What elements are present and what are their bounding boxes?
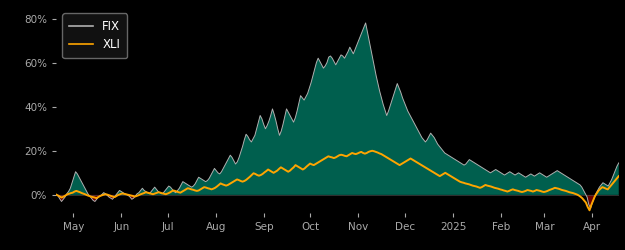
Legend: FIX, XLI: FIX, XLI	[62, 14, 127, 58]
